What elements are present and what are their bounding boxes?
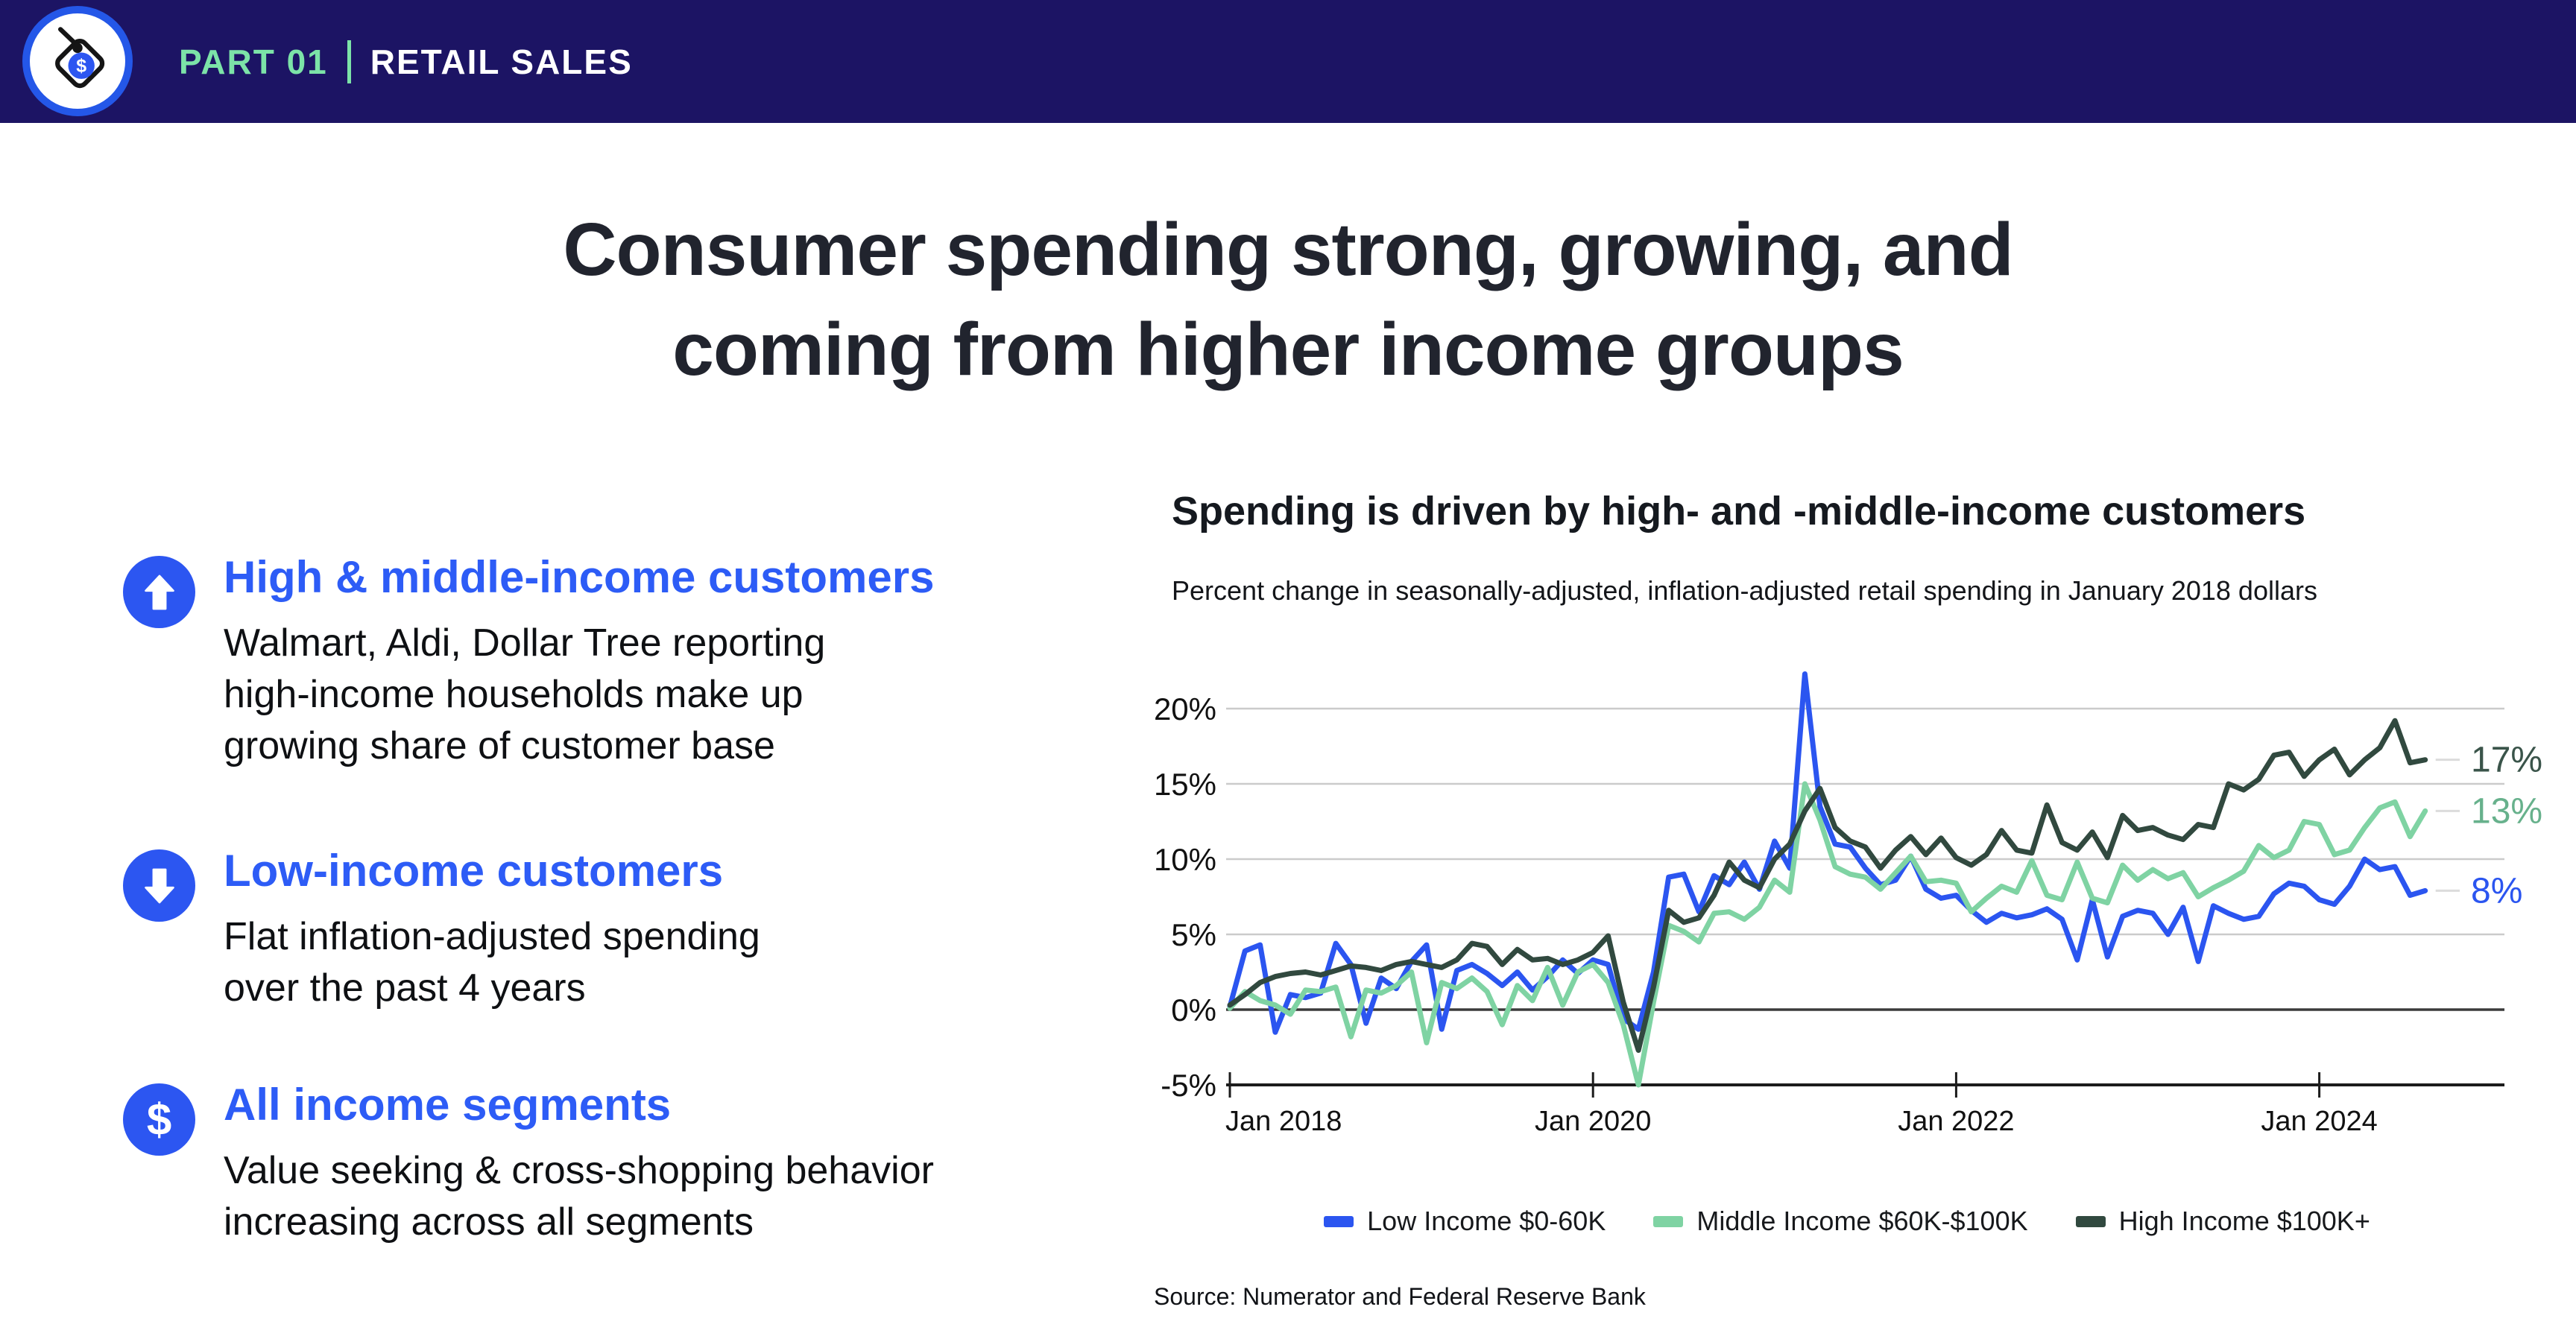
svg-text:0%: 0% [1171, 992, 1216, 1028]
section-label: RETAIL SALES [370, 42, 633, 81]
arrow-up-icon [123, 556, 195, 628]
chart-title: Spending is driven by high- and -middle-… [1172, 489, 2306, 534]
bullet-low-income: Low-income customers Flat inflation-adju… [123, 845, 1137, 1014]
chart-subtitle: Percent change in seasonally-adjusted, i… [1172, 575, 2317, 606]
svg-text:20%: 20% [1154, 691, 1216, 726]
svg-text:-5%: -5% [1161, 1068, 1216, 1103]
svg-text:5%: 5% [1171, 917, 1216, 952]
spending-line-chart: Jan 2018 Jan 2020 Jan 2022 Jan 2024 20% 15% 10… [1154, 671, 2542, 1137]
svg-text:Jan 2024: Jan 2024 [2261, 1106, 2377, 1137]
svg-text:8%: 8% [2471, 871, 2522, 911]
chart-legend: Low Income $0-60K Middle Income $60K-$100… [1118, 1206, 2576, 1237]
source-note: Source: Numerator and Federal Reserve Ba… [1154, 1283, 1646, 1310]
svg-text:10%: 10% [1154, 842, 1216, 877]
price-tag-logo-icon: $ [22, 6, 133, 116]
bullet-all-income: $ All income segments Value seeking & cr… [123, 1079, 1137, 1248]
page-title-line-1: Consumer spending strong, growing, and [563, 208, 2013, 291]
bullet-text-line: high-income households make up [224, 673, 804, 716]
bullet-heading: High & middle-income customers [224, 552, 935, 602]
svg-text:15%: 15% [1154, 767, 1216, 802]
page-title: Consumer spending strong, growing, and c… [0, 200, 2576, 399]
arrow-down-icon [123, 849, 195, 922]
bullet-heading: All income segments [224, 1080, 672, 1130]
part-label: PART 01 [179, 42, 328, 81]
legend-item: Middle Income $60K-$100K [1653, 1206, 2028, 1237]
header-divider [347, 39, 351, 83]
page-title-line-2: coming from higher income groups [672, 308, 1904, 391]
svg-text:Jan 2020: Jan 2020 [1535, 1106, 1651, 1137]
svg-text:17%: 17% [2471, 741, 2542, 780]
bullet-text-line: over the past 4 years [224, 966, 586, 1010]
header-bar: $ PART 01 RETAIL SALES [0, 0, 2576, 123]
svg-text:$: $ [76, 56, 86, 77]
bullet-text-line: Flat inflation-adjusted spending [224, 915, 760, 958]
dollar-icon: $ [123, 1083, 195, 1156]
bullet-text-line: Value seeking & cross-shopping behavior [224, 1149, 934, 1192]
svg-text:13%: 13% [2471, 791, 2542, 831]
legend-label: High Income $100K+ [2118, 1206, 2370, 1236]
legend-item: Low Income $0-60K [1324, 1206, 1606, 1237]
legend-marker-icon [2075, 1215, 2106, 1227]
legend-label: Low Income $0-60K [1367, 1206, 1606, 1236]
price-tag-icon: $ [55, 27, 105, 89]
legend-label: Middle Income $60K-$100K [1696, 1206, 2028, 1236]
svg-text:Jan 2022: Jan 2022 [1898, 1106, 2014, 1137]
legend-item: High Income $100K+ [2075, 1206, 2370, 1237]
bullet-heading: Low-income customers [224, 846, 724, 896]
header-text: PART 01 RETAIL SALES [179, 0, 633, 123]
bullet-high-middle-income: High & middle-income customers Walmart, … [123, 551, 1137, 772]
bullet-text-line: growing share of customer base [224, 724, 775, 767]
bullet-text-line: Walmart, Aldi, Dollar Tree reporting [224, 621, 826, 665]
svg-text:Jan 2018: Jan 2018 [1225, 1106, 1342, 1137]
legend-marker-icon [1324, 1215, 1354, 1227]
bullet-text-line: increasing across all segments [224, 1200, 754, 1244]
legend-marker-icon [1653, 1215, 1684, 1227]
